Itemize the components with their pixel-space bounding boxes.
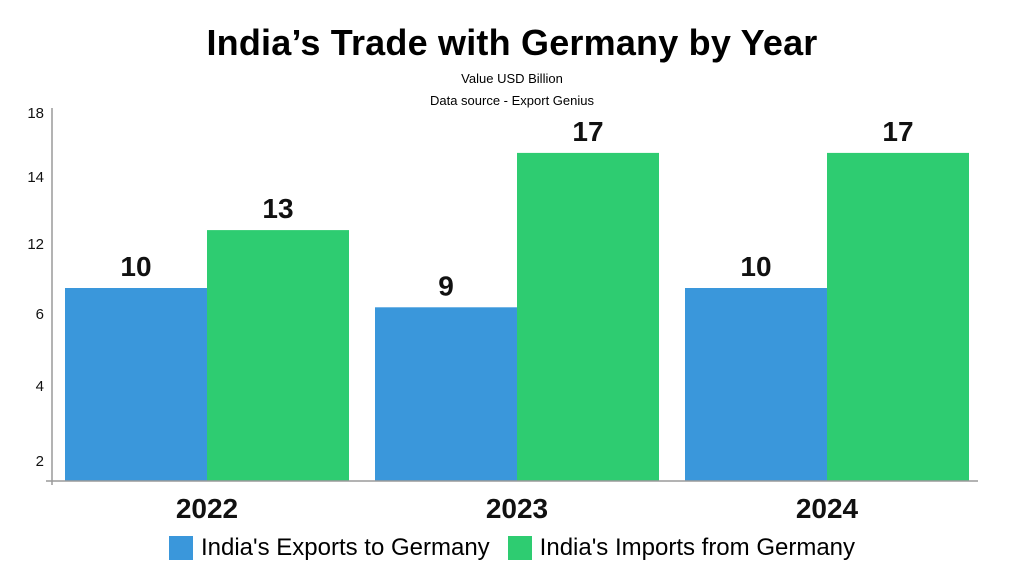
y-tick-label: 14 (27, 169, 44, 186)
bar (685, 288, 827, 481)
y-tick-label: 12 (27, 236, 44, 253)
y-tick-label: 18 (27, 105, 44, 122)
bar (65, 288, 207, 481)
x-category-label: 2024 (796, 493, 859, 524)
legend-label-imports: India's Imports from Germany (539, 534, 856, 561)
legend-swatch-exports (168, 536, 193, 560)
data-label: 17 (882, 116, 913, 147)
x-category-label: 2022 (176, 493, 238, 524)
axes (46, 108, 978, 485)
y-axis-ticks: 2 4 6 12 14 18 (27, 105, 44, 470)
legend-item-exports: India's Exports to Germany (168, 534, 490, 562)
legend-item-imports: India's Imports from Germany (507, 534, 856, 562)
legend-swatch-imports (507, 536, 532, 560)
data-label: 9 (438, 270, 454, 301)
bar (375, 307, 517, 481)
x-category-label: 2023 (486, 493, 548, 524)
category-labels: 2022 2023 2024 (176, 493, 859, 524)
bar (827, 152, 969, 481)
data-label: 13 (262, 193, 293, 224)
bars (65, 152, 969, 481)
legend-label-exports: India's Exports to Germany (200, 534, 490, 561)
bar (207, 230, 349, 481)
data-label: 10 (740, 251, 771, 282)
y-tick-label: 6 (36, 306, 44, 323)
chart-subtitle-data-source: Data source - Export Genius (429, 93, 595, 108)
bar (517, 152, 659, 481)
data-labels: 10 13 9 17 10 17 (120, 116, 913, 301)
chart-title: India’s Trade with Germany by Year (206, 22, 818, 63)
data-label: 17 (572, 116, 603, 147)
legend: India's Exports to Germany India's Impor… (0, 534, 1024, 562)
chart-subtitle-value-unit: Value USD Billion (461, 71, 563, 86)
y-tick-label: 4 (36, 378, 44, 395)
data-label: 10 (120, 251, 151, 282)
y-tick-label: 2 (36, 453, 44, 470)
